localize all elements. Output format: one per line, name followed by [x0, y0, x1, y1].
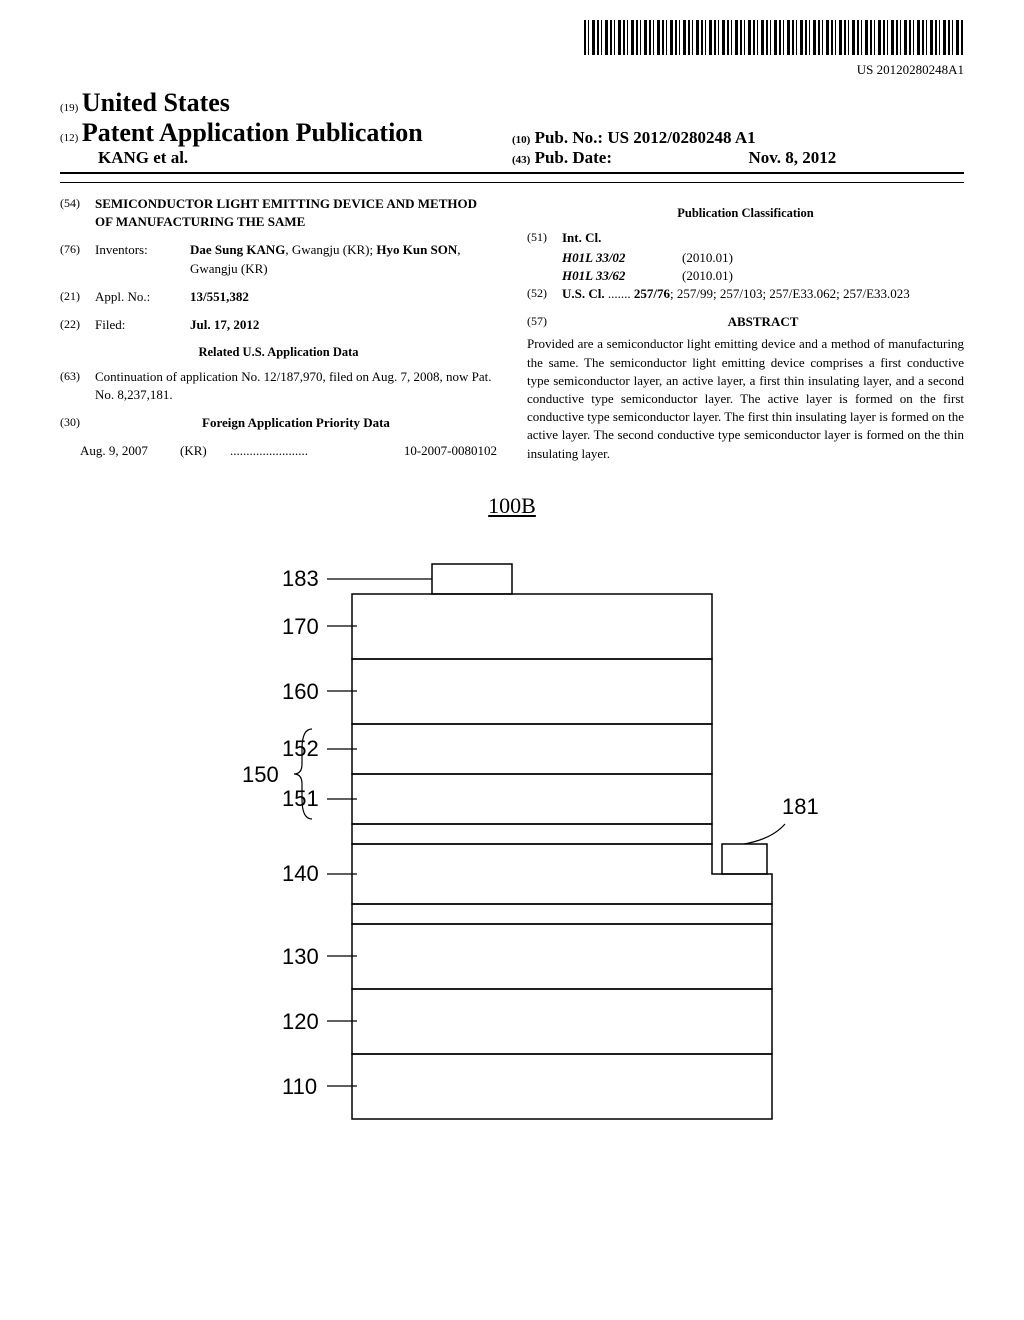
uscl-dots: ....... [608, 286, 631, 301]
abstract-code: (57) [527, 313, 562, 330]
layer-diagram: 183 170 160 150 152 151 140 130 120 110 … [182, 549, 842, 1129]
left-column: (54) SEMICONDUCTOR LIGHT EMITTING DEVICE… [60, 195, 497, 463]
uscl-label: U.S. Cl. [562, 286, 605, 301]
label-130: 130 [282, 944, 319, 969]
pub-no-line: (10) Pub. No.: US 2012/0280248 A1 [512, 128, 964, 148]
right-column: Publication Classification (51) Int. Cl.… [527, 195, 964, 463]
uscl-val-wrap: U.S. Cl. ....... 257/76; 257/99; 257/103… [562, 285, 964, 303]
intcl-list: H01L 33/02 (2010.01) H01L 33/62 (2010.01… [527, 249, 964, 285]
priority-num: 10-2007-0080102 [404, 442, 497, 460]
foreign-title-row: (30) Foreign Application Priority Data [60, 414, 497, 432]
pubdate-code: (43) [512, 154, 530, 166]
label-183: 183 [282, 566, 319, 591]
related-code: (63) [60, 368, 95, 385]
label-151: 151 [282, 786, 319, 811]
country-name: United States [82, 88, 230, 117]
related-text: Continuation of application No. 12/187,9… [95, 368, 497, 404]
barcode [584, 20, 964, 55]
abstract-text: Provided are a semiconductor light emitt… [527, 335, 964, 462]
label-160: 160 [282, 679, 319, 704]
foreign-code: (30) [60, 414, 95, 431]
abstract-label: ABSTRACT [562, 313, 964, 331]
abstract-header: (57) ABSTRACT [527, 313, 964, 331]
applno-row: (21) Appl. No.: 13/551,382 [60, 288, 497, 306]
header-right: (10) Pub. No.: US 2012/0280248 A1 (43) P… [512, 128, 964, 168]
filed-val: Jul. 17, 2012 [190, 316, 497, 334]
pub-type-line: (12) Patent Application Publication [60, 118, 512, 148]
pub-code: (12) [60, 132, 78, 144]
invention-title: SEMICONDUCTOR LIGHT EMITTING DEVICE AND … [95, 195, 497, 231]
intcl-1-code: H01L 33/02 [562, 249, 682, 267]
intcl-2-date: (2010.01) [682, 267, 733, 285]
pub-date-line: (43) Pub. Date: Nov. 8, 2012 [512, 148, 964, 168]
country-line: (19) United States [60, 88, 512, 118]
label-181: 181 [782, 794, 819, 819]
inventors-val: Dae Sung KANG, Gwangju (KR); Hyo Kun SON… [190, 241, 497, 277]
inventors-code: (76) [60, 241, 95, 258]
pubno-val: US 2012/0280248 A1 [607, 128, 755, 147]
inventor-1: Dae Sung KANG [190, 242, 285, 257]
title-code: (54) [60, 195, 95, 212]
classification-title: Publication Classification [527, 205, 964, 223]
intcl-code: (51) [527, 229, 562, 246]
inventor-2: Hyo Kun SON [376, 242, 457, 257]
applno-label: Appl. No.: [95, 288, 190, 306]
columns: (54) SEMICONDUCTOR LIGHT EMITTING DEVICE… [60, 195, 964, 463]
pubno-label: Pub. No.: [535, 128, 603, 147]
authors-line: KANG et al. [98, 148, 512, 168]
intcl-2-code: H01L 33/62 [562, 267, 682, 285]
priority-date: Aug. 9, 2007 [80, 442, 180, 460]
filed-row: (22) Filed: Jul. 17, 2012 [60, 316, 497, 334]
related-title: Related U.S. Application Data [60, 344, 497, 362]
applno-val: 13/551,382 [190, 288, 497, 306]
label-120: 120 [282, 1009, 319, 1034]
separator [60, 182, 964, 183]
barcode-text: US 20120280248A1 [60, 62, 964, 78]
priority-row: Aug. 9, 2007 (KR) ......................… [60, 442, 497, 460]
intcl-item-2: H01L 33/62 (2010.01) [562, 267, 964, 285]
intcl-row: (51) Int. Cl. [527, 229, 964, 247]
priority-dots: ........................ [230, 442, 404, 460]
intcl-1-date: (2010.01) [682, 249, 733, 267]
header-row: (19) United States (12) Patent Applicati… [60, 88, 964, 174]
priority-country: (KR) [180, 442, 230, 460]
intcl-label: Int. Cl. [562, 229, 964, 247]
country-code: (19) [60, 102, 78, 114]
label-150: 150 [242, 762, 279, 787]
uscl-first: 257/76 [634, 286, 670, 301]
applno-code: (21) [60, 288, 95, 305]
title-row: (54) SEMICONDUCTOR LIGHT EMITTING DEVICE… [60, 195, 497, 231]
foreign-title: Foreign Application Priority Data [95, 414, 497, 432]
inventors-label: Inventors: [95, 241, 190, 259]
inventors-row: (76) Inventors: Dae Sung KANG, Gwangju (… [60, 241, 497, 277]
header-left: (19) United States (12) Patent Applicati… [60, 88, 512, 168]
figure-area: 100B [60, 493, 964, 1129]
pubdate-label: Pub. Date: [535, 148, 612, 167]
barcode-area: US 20120280248A1 [60, 20, 964, 78]
label-170: 170 [282, 614, 319, 639]
uscl-row: (52) U.S. Cl. ....... 257/76; 257/99; 25… [527, 285, 964, 303]
pubno-code: (10) [512, 134, 530, 146]
figure-title: 100B [488, 493, 536, 519]
filed-label: Filed: [95, 316, 190, 334]
label-110: 110 [282, 1074, 317, 1099]
pubdate-val: Nov. 8, 2012 [616, 148, 836, 168]
label-152: 152 [282, 736, 319, 761]
intcl-item-1: H01L 33/02 (2010.01) [562, 249, 964, 267]
filed-code: (22) [60, 316, 95, 333]
label-140: 140 [282, 861, 319, 886]
uscl-code: (52) [527, 285, 562, 302]
related-row: (63) Continuation of application No. 12/… [60, 368, 497, 404]
pub-title: Patent Application Publication [82, 118, 423, 147]
